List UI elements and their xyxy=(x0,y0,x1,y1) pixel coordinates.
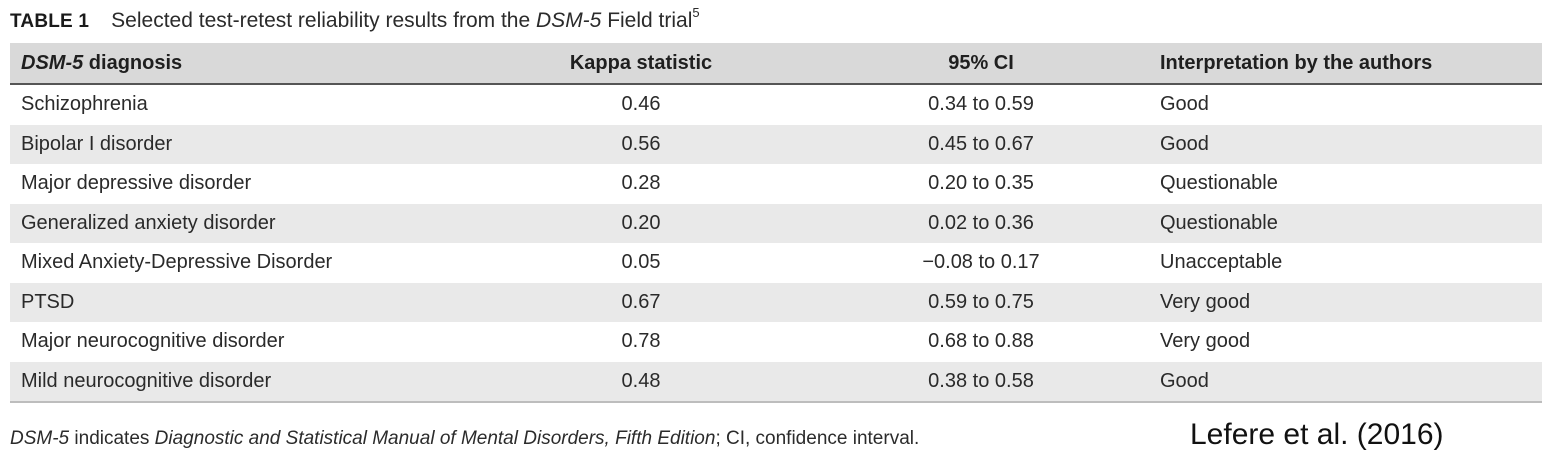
header-ci: 95% CI xyxy=(802,43,1160,85)
cell-interpretation: Good xyxy=(1160,93,1209,116)
table-footnote: DSM-5 indicates Diagnostic and Statistic… xyxy=(10,426,919,452)
cell-diagnosis: Major depressive disorder xyxy=(21,172,252,195)
reliability-table: DSM-5 diagnosis Kappa statistic 95% CI I… xyxy=(10,43,1542,403)
table-row: Bipolar I disorder 0.56 0.45 to 0.67 Goo… xyxy=(10,124,1542,164)
header-diagnosis-rest: diagnosis xyxy=(83,51,183,74)
cell-ci: 0.20 to 0.35 xyxy=(928,172,1034,195)
header-diagnosis: DSM-5 diagnosis xyxy=(10,43,480,85)
footnote-rest: ; CI, confidence interval. xyxy=(715,428,920,449)
table-row: Schizophrenia 0.46 0.34 to 0.59 Good xyxy=(10,84,1542,125)
footnote-abbr: DSM-5 xyxy=(10,428,70,449)
source-credit: Lefere et al. (2016) xyxy=(1190,418,1444,451)
cell-ci: 0.38 to 0.58 xyxy=(802,361,1160,403)
cell-kappa: 0.48 xyxy=(480,361,802,403)
cell-diagnosis: PTSD xyxy=(10,282,480,322)
header-interpretation: Interpretation by the authors xyxy=(1160,43,1542,85)
cell-kappa: 0.20 xyxy=(480,203,802,243)
cell-ci: 0.45 to 0.67 xyxy=(802,124,1160,164)
cell-diagnosis: Mixed Anxiety-Depressive Disorder xyxy=(21,251,333,274)
cell-diagnosis: Mild neurocognitive disorder xyxy=(10,361,480,403)
cell-kappa: 0.46 xyxy=(621,93,661,116)
cell-ci: 0.34 to 0.59 xyxy=(928,93,1034,116)
caption-reference: 5 xyxy=(692,5,700,20)
cell-kappa: 0.56 xyxy=(480,124,802,164)
cell-kappa: 0.67 xyxy=(480,282,802,322)
cell-kappa: 0.05 xyxy=(621,251,661,274)
cell-diagnosis: Generalized anxiety disorder xyxy=(10,203,480,243)
cell-ci: 0.59 to 0.75 xyxy=(802,282,1160,322)
table-row: Major depressive disorder 0.28 0.20 to 0… xyxy=(10,164,1542,204)
cell-ci: −0.08 to 0.17 xyxy=(922,251,1040,274)
caption-text-before: Selected test-retest reliability results… xyxy=(111,9,537,32)
table-header-row: DSM-5 diagnosis Kappa statistic 95% CI I… xyxy=(10,43,1542,85)
cell-interpretation: Very good xyxy=(1160,282,1542,322)
table-row: Major neurocognitive disorder 0.78 0.68 … xyxy=(10,322,1542,362)
cell-interpretation: Very good xyxy=(1160,330,1251,353)
caption-text-after: Field trial xyxy=(601,9,693,32)
caption-text-italic: DSM-5 xyxy=(536,9,602,32)
table-row: Generalized anxiety disorder 0.20 0.02 t… xyxy=(10,203,1542,243)
cell-kappa: 0.28 xyxy=(621,172,661,195)
table-row: Mixed Anxiety-Depressive Disorder 0.05 −… xyxy=(10,243,1542,283)
cell-interpretation: Good xyxy=(1160,124,1542,164)
cell-diagnosis: Major neurocognitive disorder xyxy=(21,330,285,353)
cell-diagnosis: Bipolar I disorder xyxy=(10,124,480,164)
footnote-full-name: Diagnostic and Statistical Manual of Men… xyxy=(154,428,716,449)
table-caption: TABLE 1 Selected test-retest reliability … xyxy=(10,0,700,32)
table-row: PTSD 0.67 0.59 to 0.75 Very good xyxy=(10,282,1542,322)
header-kappa: Kappa statistic xyxy=(480,43,802,85)
cell-interpretation: Questionable xyxy=(1160,172,1278,195)
cell-kappa: 0.78 xyxy=(621,330,661,353)
cell-ci: 0.68 to 0.88 xyxy=(928,330,1034,353)
table-row: Mild neurocognitive disorder 0.48 0.38 t… xyxy=(10,361,1542,403)
footnote-indicates: indicates xyxy=(69,428,155,449)
cell-diagnosis: Schizophrenia xyxy=(21,93,148,116)
table-label: TABLE 1 xyxy=(10,11,90,32)
cell-interpretation: Unacceptable xyxy=(1160,251,1283,274)
cell-interpretation: Good xyxy=(1160,361,1542,403)
header-diagnosis-italic: DSM-5 xyxy=(21,51,84,74)
cell-ci: 0.02 to 0.36 xyxy=(802,203,1160,243)
cell-interpretation: Questionable xyxy=(1160,203,1542,243)
